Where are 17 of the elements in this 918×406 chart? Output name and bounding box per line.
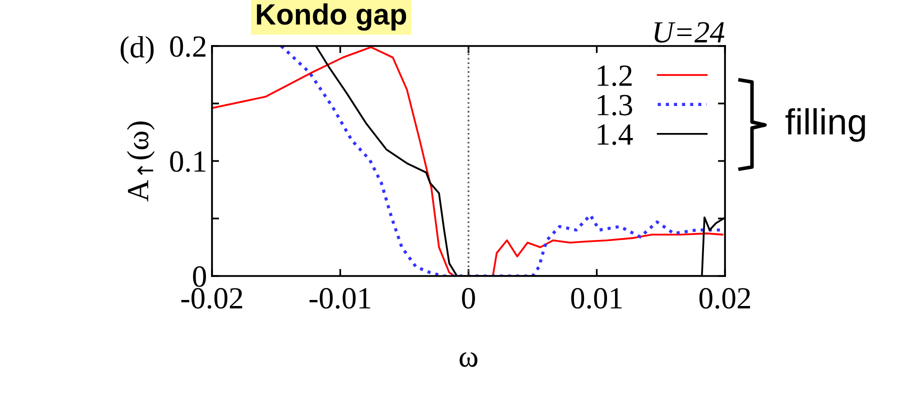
y-tick-label: 0.2 (170, 36, 206, 58)
x-tick-label: -0.02 (181, 288, 242, 309)
legend-label: 1.4 (598, 124, 633, 146)
text: (d) (120, 36, 154, 64)
x-axis-title: ω (460, 352, 478, 367)
x-tick-label: 0.01 (571, 288, 622, 309)
text: U=24 (654, 22, 724, 43)
x-tick-label: 0.02 (699, 288, 750, 309)
y-tick-label: 0.1 (170, 151, 206, 172)
y-tick-label: 0 (193, 266, 206, 287)
text: filling (786, 108, 865, 142)
y-axis-title: A$_{↑}$(ω) (126, 122, 155, 202)
legend-label: 1.3 (598, 94, 632, 116)
text: Kondo gap (256, 3, 406, 31)
legend-label: 1.2 (598, 65, 632, 86)
x-tick-label: -0.01 (310, 288, 370, 309)
x-tick-label: 0 (462, 288, 475, 309)
